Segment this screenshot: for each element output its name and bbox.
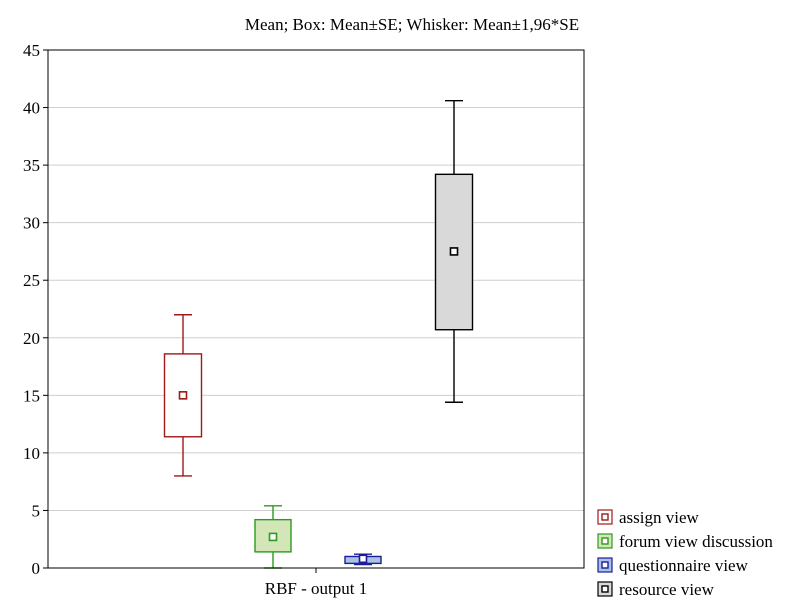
y-tick-label: 45 [23, 41, 40, 60]
legend-marker [601, 537, 609, 545]
box-assign-view [163, 314, 203, 477]
legend-label: questionnaire view [619, 556, 749, 575]
legend-label: assign view [619, 508, 700, 527]
legend-item: questionnaire view [597, 556, 749, 575]
box-forum-view-discussion [254, 505, 292, 569]
legend-marker [601, 561, 609, 569]
mean-marker [449, 247, 459, 256]
legend-label: forum view discussion [619, 532, 773, 551]
box-series [163, 99, 474, 569]
legend: assign view forum view discussion question… [597, 508, 773, 599]
legend-marker [601, 585, 609, 593]
y-tick-label: 5 [32, 501, 41, 520]
legend-label: resource view [619, 580, 715, 599]
x-category-label: RBF - output 1 [265, 579, 368, 598]
legend-item: assign view [597, 508, 700, 527]
legend-item: resource view [597, 580, 715, 599]
box-resource-view [434, 99, 474, 403]
y-tick-label: 35 [23, 156, 40, 175]
y-tick-label: 25 [23, 271, 40, 290]
plot-area-frame [47, 49, 585, 569]
chart-title: Mean; Box: Mean±SE; Whisker: Mean±1,96*S… [245, 15, 579, 34]
y-tick-label: 0 [32, 559, 41, 578]
mean-marker [358, 554, 368, 564]
y-tick-label: 30 [23, 214, 40, 233]
y-tick-label: 40 [23, 99, 40, 118]
box-questionnaire-view [344, 553, 382, 566]
y-tick-label: 20 [23, 329, 40, 348]
mean-marker [268, 532, 278, 542]
mean-marker [178, 391, 188, 400]
legend-item: forum view discussion [597, 532, 773, 551]
y-tick-label: 15 [23, 386, 40, 405]
y-axis-ticks: 0 5 10 15 20 25 30 35 40 45 [23, 41, 317, 578]
y-tick-label: 10 [23, 444, 40, 463]
gridlines [48, 107, 584, 511]
legend-marker [601, 513, 609, 521]
